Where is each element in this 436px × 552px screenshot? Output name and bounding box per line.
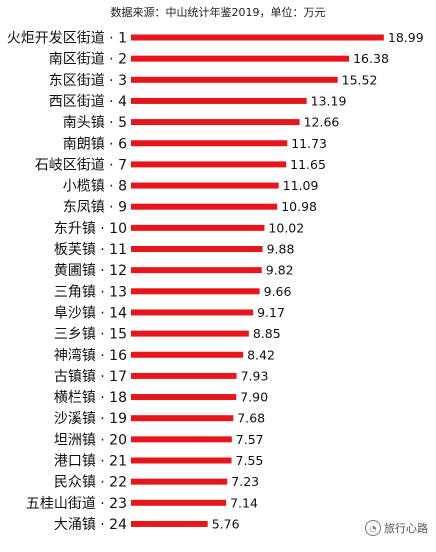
bar	[131, 203, 278, 210]
category-label: 阜沙镇 · 14	[54, 304, 127, 321]
value-label: 7.57	[236, 432, 264, 447]
bar	[131, 224, 265, 231]
value-label: 8.42	[247, 347, 275, 362]
value-label: 9.88	[267, 242, 295, 257]
bar	[131, 288, 260, 295]
bar	[131, 436, 232, 443]
value-label: 10.02	[268, 220, 304, 235]
category-label: 民众镇 · 22	[54, 475, 127, 491]
category-label: 三角镇 · 13	[54, 284, 127, 300]
bar	[131, 415, 234, 422]
bar	[131, 119, 300, 126]
value-label: 9.66	[264, 284, 292, 299]
value-label: 15.52	[342, 72, 378, 87]
value-label: 7.93	[241, 368, 269, 383]
watermark-text: 旅行心路	[384, 522, 428, 535]
bar	[131, 161, 287, 168]
value-label: 12.66	[304, 115, 340, 130]
value-label: 11.73	[291, 136, 327, 151]
bar	[131, 34, 384, 41]
value-label: 9.82	[266, 263, 294, 278]
category-label: 南区街道 · 2	[49, 52, 127, 68]
value-label: 11.09	[283, 178, 319, 193]
value-label: 7.90	[240, 390, 268, 405]
source-note: 数据来源：中山统计年鉴2019，单位：万元	[110, 6, 326, 19]
value-label: 7.23	[231, 474, 259, 489]
bar	[131, 140, 288, 147]
watermark: ◔ 旅行心路	[365, 520, 428, 536]
bar	[131, 330, 249, 337]
bar	[131, 55, 350, 62]
category-label: 古镇镇 · 17	[54, 369, 127, 385]
value-label: 10.98	[281, 199, 317, 214]
category-label: 东区街道 · 3	[49, 73, 127, 89]
category-label: 神湾镇 · 16	[54, 347, 127, 364]
bar	[131, 499, 227, 506]
bar	[131, 182, 279, 189]
value-label: 5.76	[212, 516, 240, 531]
category-label: 横栏镇 · 18	[54, 390, 127, 406]
value-label: 11.65	[290, 157, 326, 172]
value-label: 16.38	[353, 51, 389, 66]
bar	[131, 246, 263, 252]
category-label: 东升镇 · 10	[54, 221, 127, 237]
bar	[131, 394, 237, 401]
bar	[131, 520, 208, 527]
bar	[131, 351, 244, 358]
value-label: 9.17	[257, 305, 285, 320]
category-label: 南朗镇 · 6	[63, 136, 127, 152]
category-label: 大涌镇 · 24	[54, 517, 127, 533]
category-label: 小榄镇 · 8	[63, 179, 127, 195]
value-label: 7.14	[230, 495, 258, 510]
wechat-icon: ◔	[365, 520, 381, 536]
bar	[131, 309, 254, 316]
value-label: 13.19	[311, 93, 347, 108]
category-label: 坦洲镇 · 20	[54, 432, 127, 448]
category-label: 东凤镇 · 9	[63, 200, 127, 216]
category-label: 板芙镇 · 11	[54, 241, 127, 258]
category-label: 港口镇 · 21	[54, 454, 127, 470]
bar	[131, 457, 232, 464]
bar	[131, 76, 338, 83]
category-label: 南头镇 · 5	[63, 115, 127, 131]
bar	[131, 478, 228, 485]
bar	[131, 267, 262, 274]
category-label: 沙溪镇 · 19	[54, 411, 127, 427]
bar	[131, 97, 307, 104]
value-label: 7.68	[237, 411, 265, 426]
category-label: 五桂山街道 · 23	[26, 496, 127, 512]
category-label: 黄圃镇 · 12	[54, 262, 127, 279]
category-label: 西区街道 · 4	[49, 94, 127, 110]
value-label: 8.85	[253, 326, 281, 341]
value-label: 7.55	[236, 453, 264, 468]
category-label: 火炬开发区街道 · 1	[7, 31, 127, 47]
category-label: 石岐区街道 · 7	[35, 157, 127, 173]
bar	[131, 372, 237, 379]
category-label: 三乡镇 · 15	[54, 327, 127, 343]
value-label: 18.99	[388, 30, 424, 45]
